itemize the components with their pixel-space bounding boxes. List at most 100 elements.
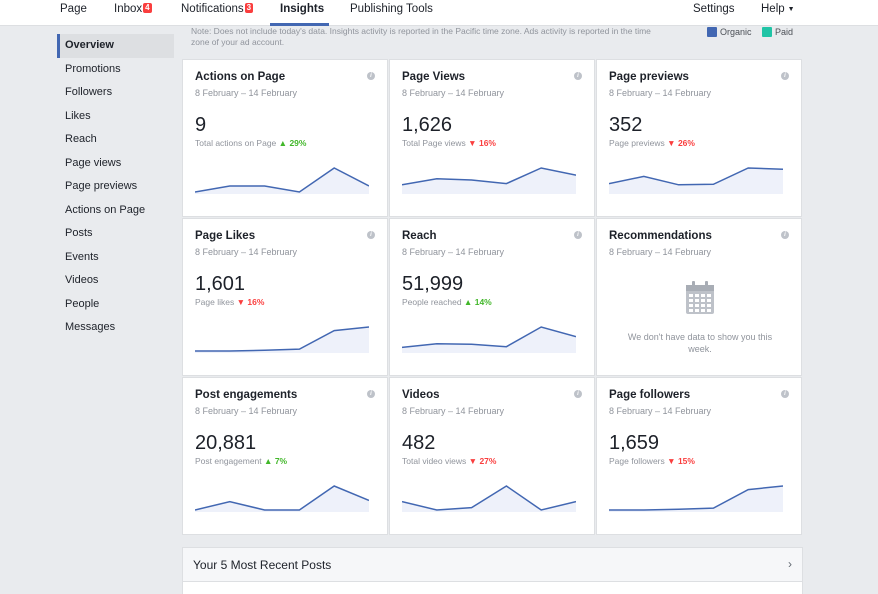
info-icon[interactable]: i xyxy=(781,390,789,398)
sidebar-item-messages[interactable]: Messages xyxy=(65,321,116,333)
insight-card-post-engagements[interactable]: Post engagements 8 February – 14 February… xyxy=(182,377,388,535)
insight-card-page-previews[interactable]: Page previews 8 February – 14 February i 35… xyxy=(596,59,802,217)
metric-label: Total Page views xyxy=(402,138,466,148)
nav-tab-insights[interactable]: Insights xyxy=(280,3,325,15)
insight-card-page-likes[interactable]: Page Likes 8 February – 14 February i 1,601… xyxy=(182,218,388,376)
legend-paid-label: Paid xyxy=(775,27,794,37)
info-icon[interactable]: i xyxy=(574,390,582,398)
insight-card-actions-on-page[interactable]: Actions on Page 8 February – 14 February i… xyxy=(182,59,388,217)
trend-up-icon: ▲ xyxy=(264,456,273,466)
sidebar-item-posts[interactable]: Posts xyxy=(65,227,93,239)
metric-label: Page previews xyxy=(609,138,665,148)
info-icon[interactable]: i xyxy=(367,390,375,398)
legend-paid-swatch xyxy=(762,27,772,37)
card-title: Page followers xyxy=(609,389,691,401)
card-title: Page Views xyxy=(402,71,466,83)
info-icon[interactable]: i xyxy=(574,72,582,80)
sidebar-item-page-previews[interactable]: Page previews xyxy=(65,180,138,192)
info-icon[interactable]: i xyxy=(781,72,789,80)
insight-card-reach[interactable]: Reach 8 February – 14 February i 51,999 Peop… xyxy=(389,218,595,376)
card-title: Page previews xyxy=(609,71,689,83)
insight-card-page-views[interactable]: Page Views 8 February – 14 February i 1,626… xyxy=(389,59,595,217)
metric-value: 352 xyxy=(609,114,643,136)
legend-paid: Paid xyxy=(762,27,793,37)
metric-change: 7% xyxy=(274,456,288,466)
metric-change: 15% xyxy=(677,456,695,466)
nav-tab-page[interactable]: Page xyxy=(60,3,87,15)
metric-value: 1,659 xyxy=(609,432,660,454)
card-date-range: 8 February – 14 February xyxy=(609,88,712,98)
page-top-nav: Page Inbox 4 Notifications 3 Insights Publ… xyxy=(0,0,878,26)
sparkline-line xyxy=(195,326,369,352)
nav-help-menu[interactable]: Help ▼ xyxy=(761,3,795,15)
sparkline-line xyxy=(609,167,783,186)
sparkline-area xyxy=(402,486,576,512)
insight-card-videos[interactable]: Videos 8 February – 14 February i 482 Total … xyxy=(389,377,595,535)
sidebar-item-page-views[interactable]: Page views xyxy=(65,156,122,169)
metric-subtitle: Total Page views ▼ 16% xyxy=(402,138,496,148)
metric-subtitle: Page likes ▼ 16% xyxy=(195,297,264,307)
recent-posts-title: Your 5 Most Recent Posts xyxy=(193,558,332,572)
trend-down-icon: ▼ xyxy=(236,297,246,307)
sidebar-item-actions-on-page[interactable]: Actions on Page xyxy=(65,203,146,216)
info-icon[interactable]: i xyxy=(574,231,582,239)
nav-tab-inbox-label: Inbox xyxy=(114,3,143,15)
sparkline-area xyxy=(402,327,576,353)
sidebar-item-events[interactable]: Events xyxy=(65,250,99,263)
insight-card-recommendations[interactable]: Recommendations 8 February – 14 February i… xyxy=(596,218,802,376)
sparkline-chart xyxy=(402,167,576,194)
sparkline-chart xyxy=(609,167,783,194)
sparkline-chart xyxy=(195,326,369,353)
trend-down-icon: ▼ xyxy=(468,138,477,148)
card-title: Page Likes xyxy=(195,230,256,242)
nav-tab-inbox[interactable]: Inbox 4 xyxy=(114,3,152,15)
sidebar-item-followers[interactable]: Followers xyxy=(65,86,113,98)
card-date-range: 8 February – 14 February xyxy=(609,247,712,257)
sparkline-area xyxy=(609,168,783,194)
metric-subtitle: Post engagement ▲ 7% xyxy=(195,456,287,466)
timezone-note: Note: Does not include today's data. Ins… xyxy=(191,26,651,47)
nav-settings-link[interactable]: Settings xyxy=(693,3,735,15)
chevron-right-icon: › xyxy=(788,557,792,571)
metric-change: 27% xyxy=(479,456,497,466)
card-title: Reach xyxy=(402,230,437,242)
metric-subtitle: Page previews ▼ 26% xyxy=(609,138,695,148)
sparkline-chart xyxy=(195,167,369,194)
metric-subtitle: Total actions on Page ▲ 29% xyxy=(195,138,306,148)
metric-label: Page likes xyxy=(195,297,235,307)
trend-down-icon: ▼ xyxy=(667,138,676,148)
trend-up-icon: ▲ xyxy=(278,138,288,148)
metric-change: 16% xyxy=(478,138,496,148)
sidebar-item-overview[interactable]: Overview xyxy=(57,34,174,58)
sparkline-line xyxy=(402,326,576,349)
legend-organic: Organic xyxy=(707,27,752,37)
sparkline-area xyxy=(609,486,783,512)
recent-posts-header[interactable]: Your 5 Most Recent Posts › xyxy=(182,547,803,582)
sidebar-item-likes[interactable]: Likes xyxy=(65,109,91,122)
calendar-icon xyxy=(686,281,714,314)
card-title: Post engagements xyxy=(195,389,298,401)
insight-card-page-followers[interactable]: Page followers 8 February – 14 February i 1… xyxy=(596,377,802,535)
sidebar-item-reach[interactable]: Reach xyxy=(65,133,97,145)
sparkline-line xyxy=(195,485,369,511)
metric-change: 26% xyxy=(677,138,695,148)
metric-value: 1,626 xyxy=(402,114,453,136)
nav-tab-publishing-tools[interactable]: Publishing Tools xyxy=(350,3,433,15)
sidebar-item-promotions[interactable]: Promotions xyxy=(65,62,121,75)
sparkline-area xyxy=(402,168,576,194)
insights-sidebar: Overview Promotions Followers Likes Reach Pag… xyxy=(57,34,174,340)
info-icon[interactable]: i xyxy=(367,231,375,239)
metric-change: 16% xyxy=(247,297,265,307)
sparkline-line xyxy=(195,167,369,193)
sidebar-item-people[interactable]: People xyxy=(65,297,100,310)
sidebar-item-videos[interactable]: Videos xyxy=(65,274,99,286)
trend-down-icon: ▼ xyxy=(667,456,676,466)
nav-tab-notifications-label: Notifications xyxy=(181,3,244,15)
sparkline-chart xyxy=(609,485,783,512)
info-icon[interactable]: i xyxy=(367,72,375,80)
info-icon[interactable]: i xyxy=(781,231,789,239)
sparkline-chart xyxy=(402,326,576,353)
nav-tab-notifications[interactable]: Notifications 3 xyxy=(181,3,254,15)
metric-label: Post engagement xyxy=(195,456,262,466)
sparkline-line xyxy=(609,485,783,511)
